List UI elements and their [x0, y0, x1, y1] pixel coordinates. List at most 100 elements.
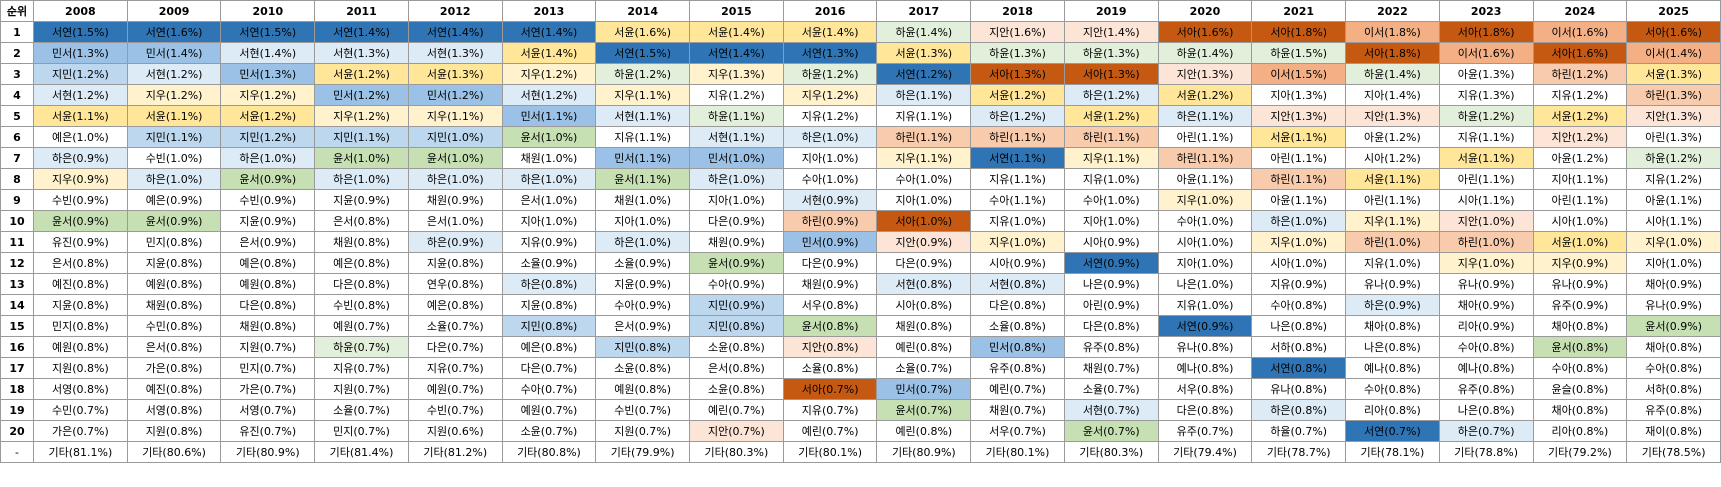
rank-cell: 14: [0, 294, 34, 316]
name-cell: 서아(1.6%): [1532, 42, 1628, 64]
name-cell: 채원(0.9%): [689, 231, 784, 253]
name-cell: 채아(0.8%): [1532, 399, 1628, 421]
name-cell: 윤서(1.0%): [501, 126, 597, 148]
name-cell: 시아(1.0%): [1251, 252, 1347, 274]
name-cell: 다은(0.8%): [1157, 399, 1253, 421]
name-cell: 서연(0.9%): [1063, 252, 1159, 274]
name-cell: 수아(0.7%): [501, 378, 597, 400]
name-cell: 윤슬(0.8%): [1532, 378, 1628, 400]
name-cell: 유나(0.9%): [1438, 273, 1534, 295]
column-header: 2018: [970, 0, 1065, 22]
name-cell: 수아(0.8%): [1251, 294, 1347, 316]
rank-cell: 1: [0, 21, 34, 43]
name-cell: 수빈(0.8%): [314, 294, 409, 316]
name-cell: 이서(1.5%): [1251, 63, 1347, 85]
name-cell: 수아(1.0%): [1063, 189, 1159, 211]
name-cell: 지우(1.2%): [126, 84, 222, 106]
name-cell: 지민(1.0%): [407, 126, 503, 148]
column-header: 2024: [1532, 0, 1628, 22]
column-header: 2019: [1063, 0, 1159, 22]
name-cell: 서윤(1.1%): [126, 105, 222, 127]
table-row: 6 예은(1.0%) 지민(1.1%) 지민(1.2%) 지민(1.1%) 지민(1.0%…: [0, 126, 1721, 148]
name-cell: 민서(1.2%): [314, 84, 409, 106]
column-header: 순위: [0, 0, 34, 22]
name-cell: 나은(0.8%): [1438, 399, 1534, 421]
rank-cell: 5: [0, 105, 34, 127]
footer-cell: 기타(80.3%): [689, 441, 784, 463]
name-cell: 소율(0.7%): [407, 315, 503, 337]
name-cell: 소율(0.8%): [782, 357, 878, 379]
name-cell: 서아(1.6%): [1626, 21, 1721, 43]
name-cell: 리아(0.9%): [1438, 315, 1534, 337]
name-cell: 서연(0.7%): [1345, 420, 1440, 442]
name-cell: 아윤(1.2%): [1345, 126, 1440, 148]
name-cell: 수아(1.0%): [782, 168, 878, 190]
name-cell: 유나(0.8%): [1157, 336, 1253, 358]
name-cell: 수민(0.8%): [126, 315, 222, 337]
name-cell: 지원(0.7%): [595, 420, 691, 442]
name-cell: 다은(0.8%): [314, 273, 409, 295]
name-cell: 지우(1.2%): [220, 84, 316, 106]
name-cell: 서윤(1.4%): [689, 21, 784, 43]
rank-cell: 9: [0, 189, 34, 211]
name-cell: 채원(0.8%): [220, 315, 316, 337]
name-cell: 예진(0.8%): [126, 378, 222, 400]
name-cell: 지안(1.6%): [970, 21, 1065, 43]
name-cell: 하은(1.0%): [314, 168, 409, 190]
column-header: 2009: [126, 0, 222, 22]
name-cell: 서현(0.8%): [876, 273, 972, 295]
name-cell: 지원(0.8%): [33, 357, 128, 379]
name-cell: 서아(1.3%): [970, 63, 1065, 85]
name-cell: 다은(0.7%): [501, 357, 597, 379]
name-cell: 서우(0.7%): [970, 420, 1065, 442]
rank-cell: 15: [0, 315, 34, 337]
name-cell: 수아(1.1%): [970, 189, 1065, 211]
name-cell: 서현(0.7%): [1063, 399, 1159, 421]
name-cell: 하윤(1.4%): [1157, 42, 1253, 64]
footer-cell: 기타(79.9%): [595, 441, 691, 463]
name-cell: 지민(0.8%): [501, 315, 597, 337]
name-cell: 윤서(0.9%): [220, 168, 316, 190]
name-cell: 예원(0.8%): [126, 273, 222, 295]
rank-cell: 2: [0, 42, 34, 64]
name-cell: 서연(1.1%): [970, 147, 1065, 169]
name-cell: 지유(1.1%): [970, 168, 1065, 190]
table-row: 7 하은(0.9%) 수빈(1.0%) 하은(1.0%) 윤서(1.0%) 윤서(1.0%…: [0, 147, 1721, 169]
name-cell: 하윤(1.2%): [1626, 147, 1721, 169]
footer-cell: 기타(81.4%): [314, 441, 409, 463]
name-cell: 하은(0.8%): [1251, 399, 1347, 421]
name-cell: 하은(0.9%): [33, 147, 128, 169]
footer-cell: 기타(78.1%): [1345, 441, 1440, 463]
name-cell: 아윤(1.1%): [1251, 189, 1347, 211]
name-cell: 지원(0.7%): [220, 336, 316, 358]
name-cell: 예원(0.8%): [220, 273, 316, 295]
name-cell: 다은(0.9%): [782, 252, 878, 274]
name-cell: 소윤(0.8%): [689, 336, 784, 358]
name-cell: 서윤(1.0%): [1532, 231, 1628, 253]
name-cell: 채아(0.9%): [1438, 294, 1534, 316]
name-cell: 유주(0.8%): [1063, 336, 1159, 358]
name-cell: 은서(1.0%): [501, 189, 597, 211]
name-cell: 민서(1.1%): [501, 105, 597, 127]
name-cell: 수아(1.0%): [1157, 210, 1253, 232]
name-cell: 하은(1.0%): [407, 168, 503, 190]
name-cell: 하은(1.1%): [876, 84, 972, 106]
name-cell: 아린(1.1%): [1532, 189, 1628, 211]
name-cell: 지우(0.9%): [33, 168, 128, 190]
name-cell: 서아(1.8%): [1251, 21, 1347, 43]
name-cell: 지우(1.1%): [1345, 210, 1440, 232]
name-cell: 유주(0.9%): [1532, 294, 1628, 316]
name-cell: 지우(1.1%): [876, 147, 972, 169]
name-cell: 서우(0.8%): [782, 294, 878, 316]
name-cell: 하윤(1.2%): [595, 63, 691, 85]
table-row: 3 지민(1.2%) 서현(1.2%) 민서(1.3%) 서윤(1.2%) 서윤(1.3%…: [0, 63, 1721, 85]
name-cell: 하윤(1.1%): [689, 105, 784, 127]
footer-cell: 기타(80.1%): [970, 441, 1065, 463]
column-header: 2020: [1157, 0, 1253, 22]
name-cell: 수아(0.8%): [1532, 357, 1628, 379]
rank-cell: 19: [0, 399, 34, 421]
name-cell: 아린(1.1%): [1157, 126, 1253, 148]
name-cell: 하린(0.9%): [782, 210, 878, 232]
name-cell: 하은(1.0%): [220, 147, 316, 169]
name-cell: 다은(0.7%): [407, 336, 503, 358]
